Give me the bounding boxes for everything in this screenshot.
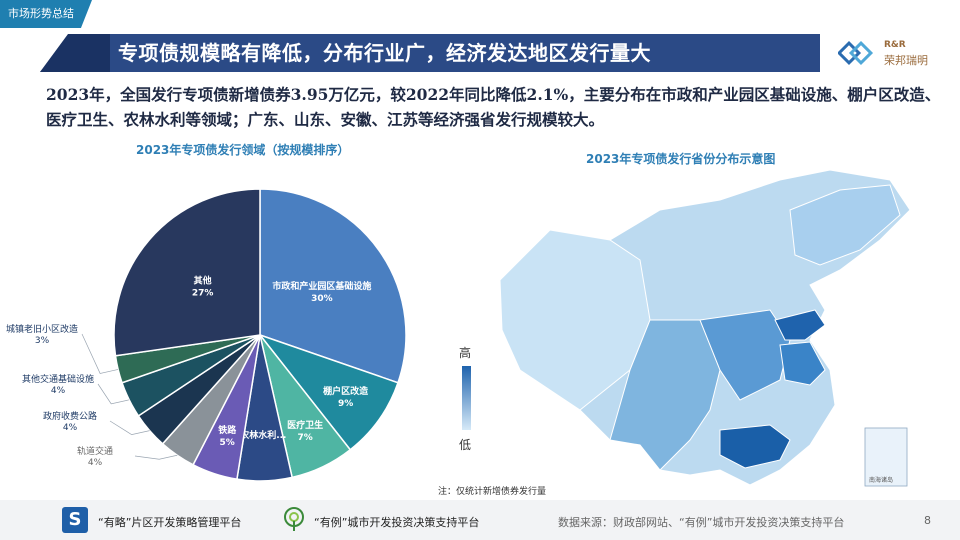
pie-slice-name-0: 市政和产业园区基础设施 — [272, 280, 371, 292]
summary-text: 2023年，全国发行专项债新增债券3.95万亿元，较2022年同比降低2.1%，… — [46, 85, 941, 129]
pie-slice-name-9: 其他 — [194, 274, 212, 286]
footer-platform-2: “有例”城市开发投资决策支持平台 — [314, 516, 480, 529]
pie-slice-value-9: 27% — [192, 288, 214, 298]
platform-signal-icon — [284, 507, 304, 531]
province-map: 南海诸岛 — [499, 170, 911, 487]
pie-slice-value-0: 30% — [311, 294, 333, 304]
map-guangdong — [719, 424, 791, 469]
pie-slice-name-7: 其他交通基础设施 — [22, 373, 94, 385]
pie-slice-name-6: 政府收费公路 — [43, 410, 97, 422]
section-tag: 市场形势总结 — [0, 0, 92, 28]
pie-leader-line-7 — [97, 383, 130, 405]
legend-high-label: 高 — [459, 346, 472, 360]
brand-logo-icon — [838, 40, 874, 66]
pie-slice-value-7: 4% — [51, 386, 66, 396]
footer-platform-1: “有略”片区开发策略管理平台 — [98, 516, 242, 529]
pie-slice-value-5: 4% — [88, 458, 103, 468]
pie-slice-name-1: 棚户区改造 — [323, 385, 369, 397]
pie-leader-line-6 — [109, 420, 150, 435]
pie-leader-line-5 — [134, 454, 178, 460]
page-title: 专项债规模略有降低，分布行业广，经济发达地区发行量大 — [118, 41, 651, 65]
pie-slice-value-1: 9% — [338, 399, 353, 409]
title-banner-accent — [40, 34, 110, 72]
brand-name: 荣邦瑞明 — [884, 54, 928, 67]
pie-slice-value-6: 4% — [63, 423, 78, 433]
footnote: 注：仅统计新增债券发行量 — [438, 487, 547, 497]
title-banner — [40, 34, 820, 72]
platform-s-icon: S — [62, 507, 88, 533]
pie-slice-0 — [259, 188, 407, 384]
pie-slice-value-4: 5% — [220, 438, 235, 448]
pie-slice-1 — [257, 333, 399, 451]
pie-slice-name-5: 轨道交通 — [77, 445, 113, 457]
legend-low-label: 低 — [459, 438, 472, 452]
map-title: 2023年专项债发行省份分布示意图 — [586, 152, 776, 166]
map-south-sea-inset — [864, 427, 908, 487]
map-central-region — [699, 309, 791, 401]
map-northeast-region — [789, 184, 901, 266]
pie-slice-name-2: 医疗卫生 — [287, 419, 323, 431]
pie-leader-line-8 — [81, 333, 119, 374]
pie-slice-9 — [113, 188, 261, 357]
pie-slice-name-3: 农林水利... — [239, 429, 286, 441]
pie-slice-name-4: 铁路 — [218, 424, 237, 436]
legend-gradient-bar — [462, 366, 471, 430]
inset-label: 南海诸岛 — [869, 476, 893, 484]
page-number: 8 — [924, 514, 931, 527]
brand-name-latin: R&R — [884, 40, 906, 50]
pie-slice-value-2: 7% — [298, 433, 313, 443]
pie-chart-title: 2023年专项债发行领域（按规模排序） — [136, 143, 350, 157]
map-shandong — [774, 309, 826, 341]
pie-chart: 市政和产业园区基础设施 30% 棚户区改造 9% 医疗卫生 7% 农林水利...铁路 5% 轨道… — [6, 188, 407, 482]
map-jiangsu-anhui — [779, 341, 826, 386]
pie-slice-name-8: 城镇老旧小区改造 — [6, 323, 78, 335]
data-source: 数据来源：财政部网站、“有例”城市开发投资决策支持平台 — [558, 516, 845, 529]
footer-bar — [0, 500, 960, 540]
pie-slice-value-8: 3% — [35, 336, 50, 346]
